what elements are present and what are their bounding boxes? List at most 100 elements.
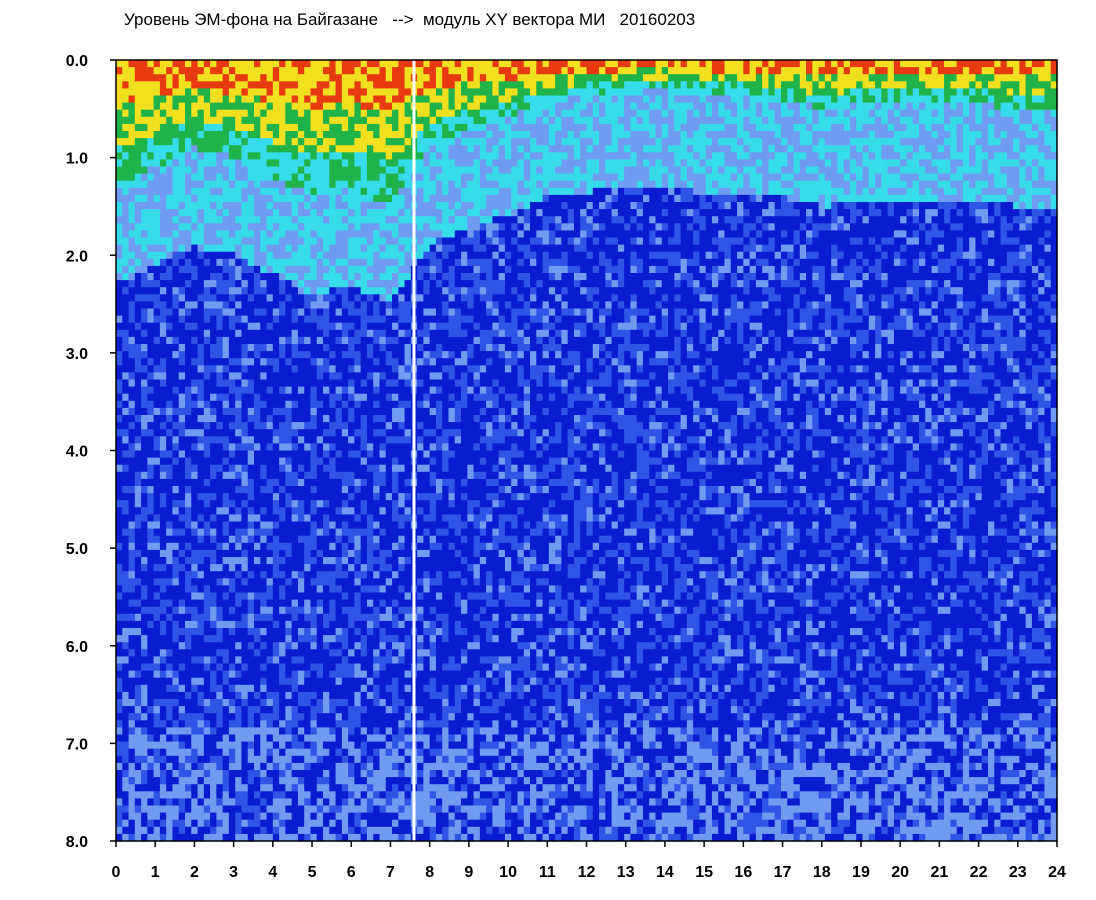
- heatmap-cell: [379, 819, 387, 828]
- heatmap-cell: [247, 88, 255, 97]
- heatmap-cell: [228, 557, 236, 565]
- heatmap-cell: [373, 762, 381, 771]
- heatmap-cell: [323, 493, 330, 501]
- heatmap-cell: [279, 684, 286, 693]
- heatmap-cell: [341, 770, 349, 778]
- heatmap-cell: [203, 81, 211, 89]
- heatmap-cell: [141, 422, 148, 430]
- heatmap-cell: [222, 578, 230, 586]
- heatmap-cell: [291, 173, 299, 182]
- heatmap-cell: [228, 549, 236, 558]
- heatmap-cell: [147, 819, 155, 828]
- heatmap-cell: [203, 60, 211, 68]
- heatmap-cell: [366, 131, 374, 139]
- heatmap-cell: [316, 578, 324, 586]
- heatmap-cell: [116, 308, 123, 317]
- heatmap-cell: [222, 535, 230, 544]
- heatmap-cell: [279, 102, 286, 111]
- heatmap-cell: [159, 507, 167, 515]
- heatmap-cell: [141, 578, 148, 586]
- heatmap-cell: [172, 415, 180, 423]
- heatmap-cell: [247, 145, 255, 153]
- heatmap-cell: [323, 152, 330, 160]
- heatmap-cell: [153, 514, 161, 523]
- heatmap-cell: [128, 216, 136, 224]
- heatmap-cell: [304, 450, 312, 459]
- heatmap-cell: [398, 280, 406, 288]
- heatmap-cell: [228, 805, 236, 814]
- heatmap-cell: [203, 344, 211, 352]
- heatmap-cell: [159, 521, 167, 530]
- heatmap-cell: [310, 308, 318, 317]
- heatmap-cell: [291, 81, 299, 89]
- heatmap-cell: [266, 677, 274, 686]
- heatmap-cell: [203, 727, 211, 736]
- heatmap-cell: [323, 386, 330, 395]
- heatmap-cell: [260, 230, 268, 239]
- heatmap-cell: [235, 699, 243, 707]
- heatmap-cell: [228, 493, 236, 501]
- heatmap-cell: [178, 230, 186, 239]
- heatmap-cell: [147, 777, 155, 785]
- heatmap-cell: [291, 720, 299, 728]
- heatmap-cell: [216, 542, 224, 551]
- heatmap-cell: [310, 152, 318, 160]
- heatmap-cell: [247, 798, 255, 807]
- heatmap-cell: [335, 535, 343, 544]
- heatmap-cell: [210, 393, 217, 402]
- heatmap-cell: [360, 422, 368, 430]
- heatmap-cell: [122, 194, 130, 203]
- heatmap-cell: [285, 180, 293, 189]
- heatmap-cell: [228, 265, 236, 274]
- heatmap-cell: [203, 720, 211, 728]
- heatmap-cell: [134, 166, 142, 175]
- heatmap-cell: [304, 138, 312, 146]
- heatmap-cell: [116, 280, 123, 288]
- heatmap-cell: [310, 706, 318, 714]
- heatmap-cell: [310, 741, 318, 750]
- heatmap-cell: [316, 351, 324, 359]
- heatmap-cell: [197, 315, 205, 324]
- heatmap-cell: [341, 720, 349, 728]
- heatmap-cell: [379, 535, 387, 544]
- heatmap-cell: [141, 372, 148, 381]
- heatmap-cell: [254, 514, 261, 523]
- heatmap-cell: [191, 514, 199, 523]
- heatmap-cell: [354, 691, 362, 700]
- heatmap-cell: [341, 571, 349, 579]
- heatmap-cell: [241, 628, 249, 636]
- heatmap-cell: [373, 819, 381, 828]
- heatmap-cell: [203, 791, 211, 799]
- heatmap-cell: [222, 429, 230, 437]
- heatmap-cell: [266, 60, 274, 68]
- heatmap-cell: [316, 613, 324, 622]
- heatmap-cell: [335, 500, 343, 508]
- heatmap-cell: [254, 826, 261, 835]
- heatmap-cell: [235, 131, 243, 139]
- heatmap-cell: [216, 663, 224, 672]
- heatmap-cell: [122, 734, 130, 743]
- heatmap-cell: [166, 812, 174, 821]
- heatmap-cell: [172, 606, 180, 615]
- heatmap-cell: [241, 173, 249, 182]
- heatmap-cell: [222, 301, 230, 310]
- heatmap-cell: [216, 180, 224, 189]
- heatmap-cell: [222, 464, 230, 473]
- heatmap-cell: [279, 194, 286, 203]
- heatmap-cell: [235, 336, 243, 345]
- heatmap-cell: [348, 670, 355, 679]
- heatmap-cell: [285, 344, 293, 352]
- heatmap-cell: [279, 237, 286, 246]
- heatmap-cell: [392, 244, 399, 253]
- heatmap-cell: [366, 429, 374, 437]
- heatmap-cell: [166, 592, 174, 601]
- heatmap-cell: [297, 578, 305, 586]
- heatmap-cell: [291, 329, 299, 338]
- heatmap-cell: [159, 493, 167, 501]
- heatmap-cell: [178, 209, 186, 217]
- heatmap-cell: [323, 365, 330, 373]
- heatmap-cell: [159, 351, 167, 359]
- heatmap-cell: [247, 699, 255, 707]
- heatmap-cell: [291, 635, 299, 643]
- heatmap-cell: [185, 429, 192, 437]
